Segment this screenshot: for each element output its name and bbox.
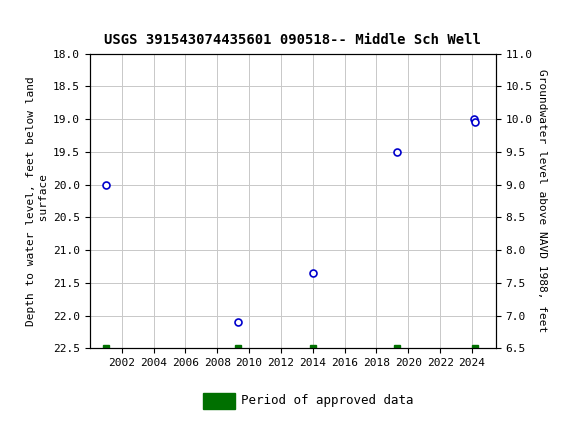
Title: USGS 391543074435601 090518-- Middle Sch Well: USGS 391543074435601 090518-- Middle Sch… [104,33,481,47]
Y-axis label: Groundwater level above NAVD 1988, feet: Groundwater level above NAVD 1988, feet [536,69,547,333]
Y-axis label: Depth to water level, feet below land
 surface: Depth to water level, feet below land su… [26,76,49,326]
Bar [203,393,235,409]
Text: Period of approved data: Period of approved data [241,394,413,408]
Text: ▒USGS: ▒USGS [7,9,61,31]
